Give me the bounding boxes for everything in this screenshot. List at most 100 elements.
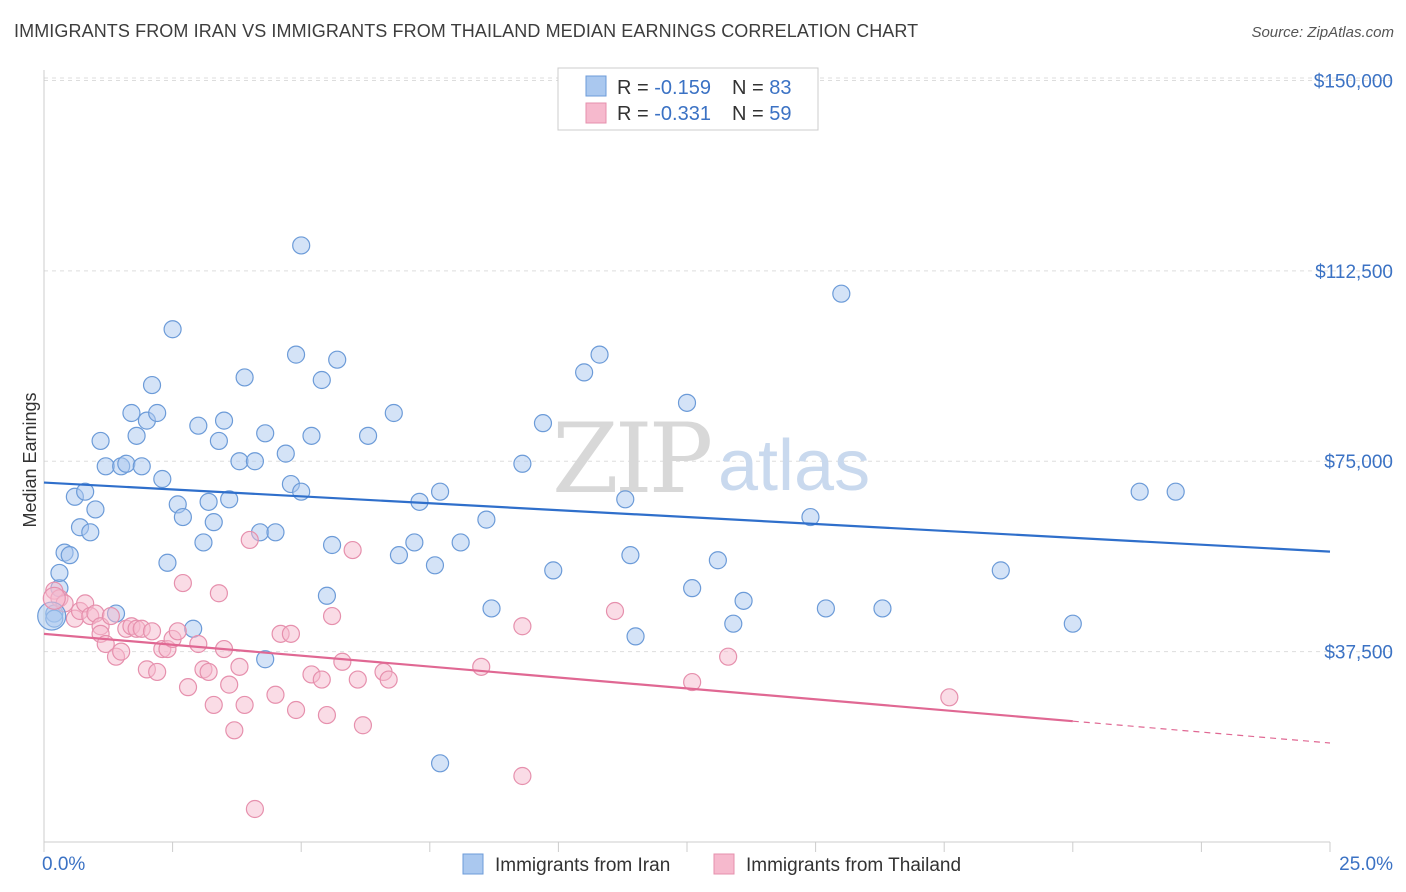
iran-point bbox=[1130, 482, 1149, 501]
iran-point bbox=[209, 431, 228, 451]
thailand-trend-line-extension bbox=[1072, 720, 1331, 744]
thailand-point bbox=[225, 721, 244, 740]
iran-point bbox=[235, 368, 254, 387]
iran-point bbox=[801, 507, 820, 527]
chart-source: Source: ZipAtlas.com bbox=[1251, 24, 1394, 41]
thailand-point bbox=[220, 675, 239, 694]
legend-r-label-thailand: R = bbox=[617, 103, 654, 125]
legend-n-label-iran: N = bbox=[732, 77, 769, 99]
thailand-point bbox=[148, 662, 167, 682]
legend-row-iran: R = -0.159 N = 83 bbox=[617, 77, 792, 99]
thailand-point bbox=[353, 716, 373, 735]
thailand-point bbox=[513, 617, 532, 636]
legend-n-label-thailand: N = bbox=[732, 103, 769, 125]
iran-point bbox=[199, 492, 218, 511]
iran-point bbox=[384, 403, 403, 423]
thailand-point bbox=[281, 624, 301, 643]
thailand-point bbox=[348, 670, 367, 689]
iran-point bbox=[683, 579, 702, 598]
iran-point bbox=[153, 469, 172, 489]
legend-box: R = -0.159 N = 83 R = -0.331 N = 59 bbox=[557, 67, 819, 131]
legend-r-label-iran: R = bbox=[617, 77, 654, 99]
data-points bbox=[37, 236, 1185, 819]
iran-point bbox=[482, 599, 501, 618]
bottom-legend-swatch-iran bbox=[462, 853, 484, 875]
watermark: ZIP atlas bbox=[552, 403, 870, 515]
iran-point bbox=[50, 563, 69, 583]
thailand-point bbox=[513, 766, 532, 786]
watermark-atlas: atlas bbox=[718, 426, 870, 506]
iran-point bbox=[430, 754, 450, 773]
legend-row-thailand: R = -0.331 N = 59 bbox=[617, 103, 792, 125]
iran-point bbox=[60, 546, 79, 565]
thailand-point bbox=[286, 700, 306, 720]
iran-point bbox=[163, 320, 182, 339]
thailand-point bbox=[317, 705, 337, 725]
iran-point bbox=[677, 393, 697, 412]
iran-point bbox=[142, 375, 162, 395]
iran-point bbox=[189, 416, 208, 435]
iran-point bbox=[451, 533, 470, 552]
legend-n-value-thailand: 59 bbox=[769, 103, 791, 125]
iran-point bbox=[621, 546, 640, 565]
thailand-point bbox=[240, 530, 259, 550]
iran-point bbox=[127, 426, 146, 445]
thailand-point bbox=[379, 670, 398, 689]
iran-point bbox=[533, 414, 553, 433]
thailand-point bbox=[940, 688, 959, 707]
iran-point bbox=[590, 345, 609, 364]
iran-point bbox=[292, 236, 311, 255]
iran-point bbox=[1166, 482, 1185, 501]
iran-point bbox=[724, 614, 743, 633]
thailand-point bbox=[605, 601, 625, 621]
iran-point bbox=[122, 403, 141, 423]
iran-point bbox=[430, 482, 450, 501]
iran-point bbox=[230, 452, 249, 471]
iran-point bbox=[389, 546, 409, 565]
iran-point bbox=[816, 599, 835, 618]
thailand-point bbox=[683, 672, 702, 692]
iran-point bbox=[256, 424, 275, 443]
thailand-point bbox=[719, 647, 738, 666]
iran-point bbox=[477, 510, 496, 529]
iran-point bbox=[302, 426, 321, 445]
thailand-point bbox=[472, 657, 491, 676]
iran-point bbox=[220, 490, 239, 509]
thailand-point bbox=[42, 586, 66, 610]
y-tick-label: $112,500 bbox=[1315, 262, 1393, 283]
thailand-point bbox=[101, 606, 120, 626]
y-axis-tick-labels: $37,500 $75,000 $112,500 $150,000 bbox=[1314, 71, 1393, 663]
iran-point bbox=[626, 627, 645, 646]
legend-r-value-iran: -0.159 bbox=[654, 77, 711, 99]
thailand-point bbox=[204, 695, 223, 715]
iran-point bbox=[158, 553, 177, 572]
thailand-point bbox=[230, 657, 249, 676]
thailand-point bbox=[312, 670, 331, 689]
thailand-point bbox=[333, 652, 352, 671]
thailand-point bbox=[189, 634, 208, 654]
iran-point bbox=[184, 619, 203, 638]
legend-n-value-iran: 83 bbox=[769, 77, 791, 99]
iran-point bbox=[832, 284, 851, 303]
trend-lines bbox=[43, 481, 1331, 744]
thailand-point bbox=[235, 695, 254, 715]
thailand-point bbox=[209, 584, 228, 603]
thailand-trend-line bbox=[43, 632, 1073, 723]
iran-point bbox=[286, 345, 306, 364]
legend-swatch-thailand bbox=[585, 102, 607, 124]
y-tick-label: $150,000 bbox=[1314, 71, 1393, 92]
iran-point bbox=[405, 533, 424, 552]
bottom-legend-label-iran: Immigrants from Iran bbox=[495, 855, 670, 876]
bottom-legend: Immigrants from Iran Immigrants from Tha… bbox=[462, 853, 961, 876]
iran-point bbox=[276, 444, 295, 463]
thailand-point bbox=[173, 573, 192, 593]
thailand-point bbox=[112, 642, 131, 661]
legend-r-value-thailand: -0.331 bbox=[654, 103, 711, 125]
legend-swatch-iran bbox=[585, 75, 607, 97]
iran-point bbox=[96, 457, 115, 476]
x-axis-ticks bbox=[43, 842, 1331, 852]
bottom-legend-swatch-thailand bbox=[713, 853, 735, 875]
y-axis-label: Median Earnings bbox=[20, 392, 40, 527]
iran-point bbox=[81, 523, 100, 542]
